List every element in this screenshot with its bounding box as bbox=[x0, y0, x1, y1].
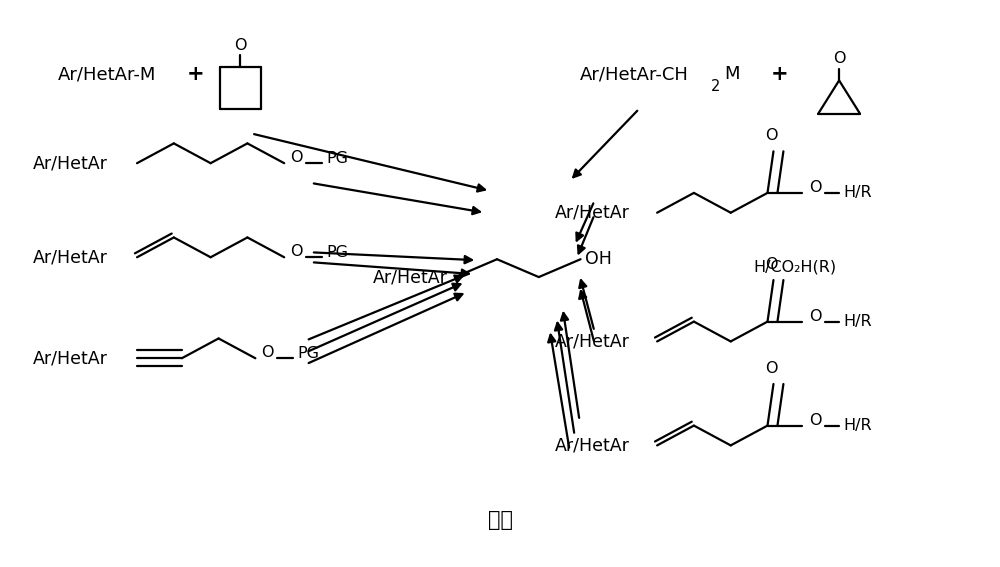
Text: O: O bbox=[290, 150, 303, 165]
Text: O: O bbox=[833, 51, 845, 66]
Text: O: O bbox=[809, 180, 822, 196]
Text: O: O bbox=[261, 345, 274, 360]
Text: +: + bbox=[770, 64, 788, 84]
Text: PG: PG bbox=[326, 151, 348, 166]
Text: Ar/HetAr: Ar/HetAr bbox=[372, 268, 447, 286]
Text: H/CO₂H(R): H/CO₂H(R) bbox=[754, 260, 837, 274]
Text: O: O bbox=[290, 244, 303, 259]
Text: H/R: H/R bbox=[843, 314, 872, 329]
Text: H/R: H/R bbox=[843, 418, 872, 433]
Text: 或醛: 或醛 bbox=[488, 510, 512, 530]
Text: O: O bbox=[765, 128, 778, 143]
Text: OH: OH bbox=[585, 250, 611, 268]
Text: Ar/HetAr: Ar/HetAr bbox=[33, 154, 107, 172]
Text: Ar/HetAr: Ar/HetAr bbox=[555, 437, 630, 454]
Text: PG: PG bbox=[326, 245, 348, 260]
Text: PG: PG bbox=[297, 346, 319, 361]
Text: O: O bbox=[765, 361, 778, 376]
Text: Ar/HetAr: Ar/HetAr bbox=[555, 204, 630, 222]
Text: O: O bbox=[765, 257, 778, 272]
Text: Ar/HetAr-CH: Ar/HetAr-CH bbox=[580, 65, 688, 83]
Text: Ar/HetAr: Ar/HetAr bbox=[33, 349, 107, 367]
Text: M: M bbox=[725, 65, 740, 83]
Text: +: + bbox=[187, 64, 204, 84]
Text: Ar/HetAr-M: Ar/HetAr-M bbox=[57, 65, 156, 83]
Text: 2: 2 bbox=[711, 79, 720, 95]
Text: H/R: H/R bbox=[843, 185, 872, 200]
Text: O: O bbox=[234, 38, 247, 53]
Text: Ar/HetAr: Ar/HetAr bbox=[33, 248, 107, 266]
Text: Ar/HetAr: Ar/HetAr bbox=[555, 332, 630, 350]
Text: O: O bbox=[809, 309, 822, 324]
Text: O: O bbox=[809, 413, 822, 428]
